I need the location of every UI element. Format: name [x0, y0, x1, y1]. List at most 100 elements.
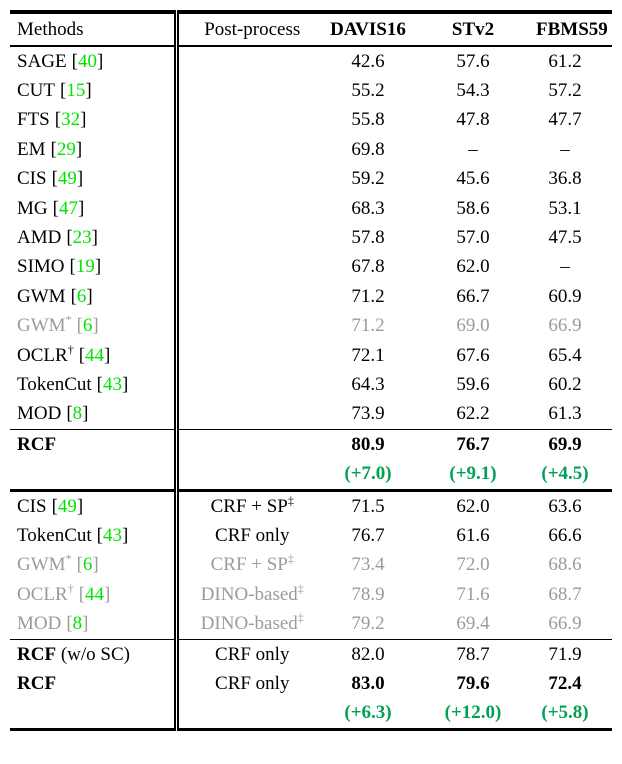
post-process-cell [176, 223, 326, 252]
delta-fbms59: (+5.8) [541, 702, 589, 724]
header-stv2: STv2 [451, 18, 495, 40]
table-row: MG [47] 68.3 58.6 53.1 [10, 193, 612, 224]
table-row: TokenCut [43] 64.3 59.6 60.2 [10, 370, 612, 400]
method-cell: CUT [15] [10, 76, 179, 106]
results-table: Methods Post-process DAVIS16 STv2 FBMS59… [10, 10, 612, 731]
score-davis16: 80.9 [351, 433, 385, 455]
score-fbms59: 71.9 [548, 643, 582, 665]
delta-davis16: (+6.3) [344, 702, 392, 724]
method-name: CIS [17, 495, 47, 517]
citation-number: 15 [66, 80, 86, 102]
table-row-rcf: RCF 80.9 76.7 69.9 [10, 429, 612, 460]
citation-ref: [44] [78, 344, 111, 366]
citation-number: 6 [82, 554, 93, 576]
score-stv2: 62.0 [456, 495, 490, 517]
citation-ref: [49] [51, 495, 84, 517]
method-name: OCLR [17, 583, 68, 605]
method-name: CIS [17, 168, 47, 190]
method-name: GWM [17, 285, 66, 307]
table-row: CIS [49] 59.2 45.6 36.8 [10, 164, 612, 194]
method-cell: CIS [49] [10, 164, 179, 194]
score-fbms59: – [560, 138, 570, 160]
citation-number: 23 [72, 227, 92, 249]
score-stv2: 61.6 [456, 524, 490, 546]
score-davis16: 71.2 [351, 285, 385, 307]
citation-number: 43 [103, 524, 122, 546]
citation-number: 32 [61, 109, 81, 131]
score-fbms59: 66.6 [548, 524, 582, 546]
method-marker: * [65, 312, 72, 327]
method-cell: CIS [49] [10, 490, 179, 522]
post-process-cell [176, 253, 326, 282]
post-process-marker: ‡ [287, 552, 294, 566]
citation-ref: [8] [66, 613, 89, 635]
score-stv2: 69.0 [456, 315, 490, 337]
score-fbms59: 60.2 [548, 373, 582, 395]
score-davis16: 73.9 [351, 403, 385, 425]
citation-number: 44 [85, 583, 105, 605]
citation-number: 8 [72, 403, 83, 425]
post-process-cell [176, 430, 326, 460]
header-post-process: Post-process [204, 18, 301, 40]
citation-number: 49 [57, 168, 77, 190]
score-davis16: 79.2 [351, 613, 385, 635]
score-stv2: 67.6 [456, 344, 490, 366]
score-davis16: 73.4 [351, 554, 385, 576]
method-cell: MG [47] [10, 193, 179, 224]
score-fbms59: 36.8 [548, 168, 582, 190]
post-process-cell [176, 459, 326, 490]
score-fbms59: 63.6 [548, 495, 582, 517]
method-marker: † [67, 342, 74, 357]
method-marker: † [67, 581, 74, 596]
score-fbms59: 61.3 [548, 403, 582, 425]
method-name: RCF [17, 643, 57, 665]
method-cell: FTS [32] [10, 105, 179, 136]
method-cell: EM [29] [10, 135, 179, 165]
post-process-marker: ‡ [287, 493, 294, 508]
method-name: TokenCut [17, 373, 92, 395]
citation-ref: [8] [66, 403, 89, 425]
post-process-cell [176, 165, 326, 194]
score-fbms59: – [560, 256, 570, 278]
citation-ref: [6] [76, 554, 99, 576]
post-process-cell [176, 312, 326, 341]
method-cell: SAGE [40] [10, 46, 179, 77]
method-cell: OCLR† [44] [10, 580, 179, 610]
score-stv2: – [468, 138, 478, 160]
score-davis16: 42.6 [351, 50, 385, 72]
post-process-cell: DINO-based‡ [200, 610, 304, 635]
score-fbms59: 68.6 [548, 554, 582, 576]
score-fbms59: 47.7 [548, 109, 582, 131]
score-davis16: 69.8 [351, 138, 385, 160]
citation-number: 29 [56, 138, 76, 160]
citation-number: 49 [57, 495, 77, 517]
method-name-suffix: (w/o SC) [56, 643, 130, 665]
score-stv2: 69.4 [456, 613, 490, 635]
table-row: AMD [23] 57.8 57.0 47.5 [10, 223, 612, 253]
post-process-cell: CRF only [215, 524, 290, 546]
table-row: EM [29] 69.8 – – [10, 135, 612, 165]
citation-ref: [43] [96, 373, 129, 395]
score-stv2: 59.6 [456, 373, 490, 395]
table-row: MOD [8] 73.9 62.2 61.3 [10, 399, 612, 430]
citation-ref: [49] [51, 168, 84, 190]
method-cell: MOD [8] [10, 609, 179, 640]
delta-davis16: (+7.0) [344, 463, 392, 485]
citation-ref: [44] [78, 583, 111, 605]
post-process-cell: CRF only [215, 643, 290, 665]
citation-ref: [6] [76, 315, 99, 337]
score-fbms59: 53.1 [548, 197, 582, 219]
method-cell [10, 698, 179, 730]
citation-number: 6 [76, 285, 87, 307]
score-davis16: 55.8 [351, 109, 385, 131]
score-davis16: 82.0 [351, 643, 385, 665]
method-name: GWM [17, 315, 66, 337]
score-stv2: 54.3 [456, 80, 490, 102]
score-stv2: 66.7 [456, 285, 490, 307]
method-cell: AMD [23] [10, 223, 179, 253]
table-row: GWM* [6] CRF + SP‡ 73.4 72.0 68.6 [10, 550, 612, 581]
citation-number: 8 [72, 613, 83, 635]
table-row: MOD [8] DINO-based‡ 79.2 69.4 66.9 [10, 609, 612, 640]
score-stv2: 62.2 [456, 403, 490, 425]
score-stv2: 58.6 [456, 197, 490, 219]
